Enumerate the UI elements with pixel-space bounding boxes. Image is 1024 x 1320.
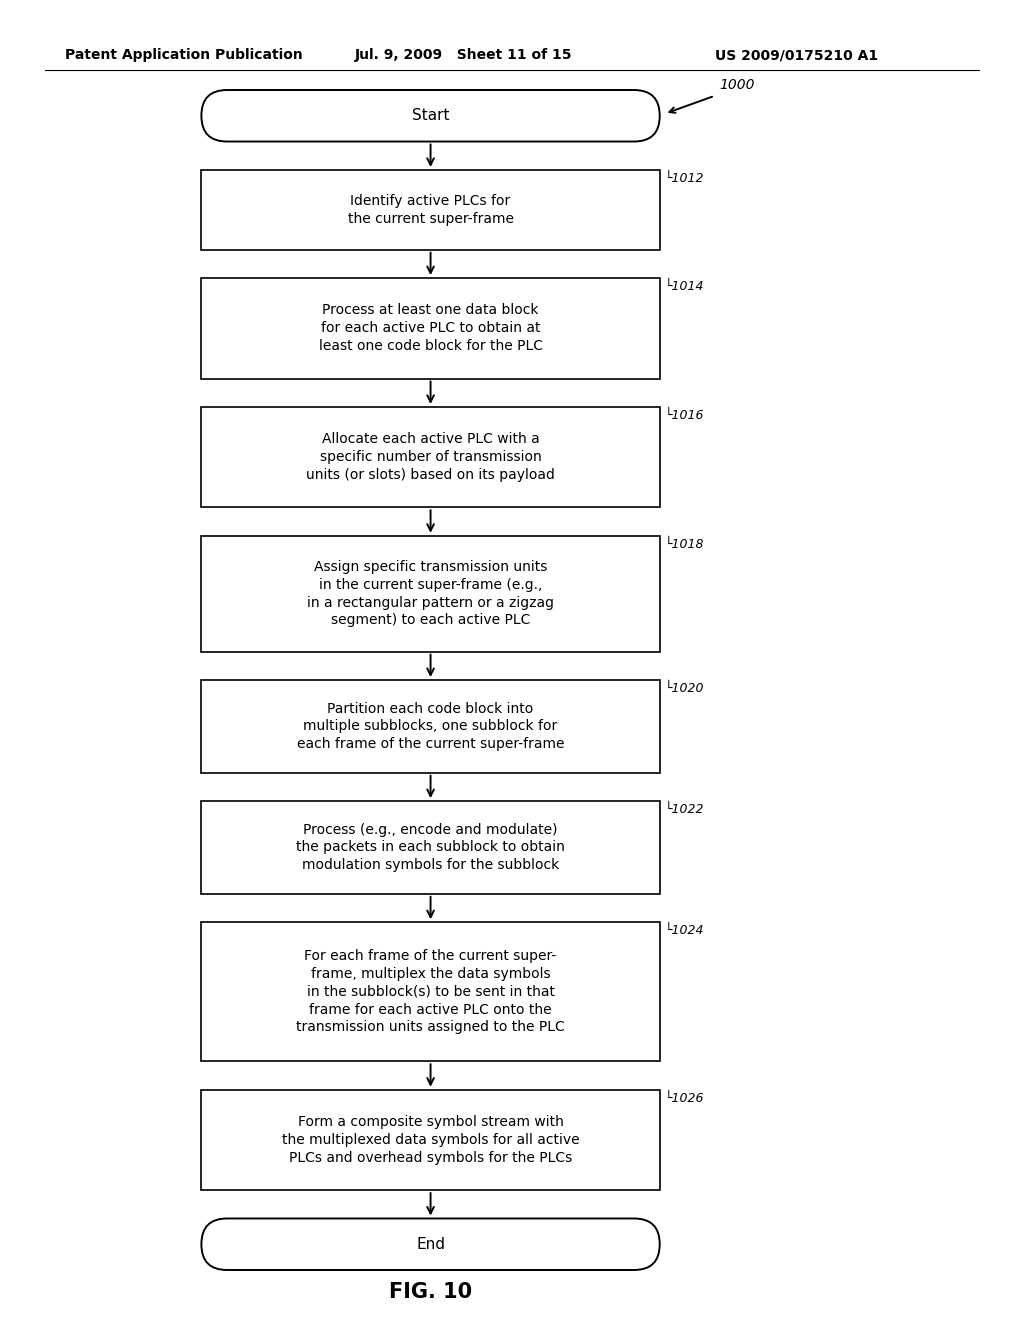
FancyBboxPatch shape xyxy=(202,279,659,379)
FancyBboxPatch shape xyxy=(202,170,659,249)
Text: Start: Start xyxy=(412,108,450,123)
Text: Process (e.g., encode and modulate)
the packets in each subblock to obtain
modul: Process (e.g., encode and modulate) the … xyxy=(296,822,565,873)
Text: └1018: └1018 xyxy=(665,537,705,550)
Text: Form a composite symbol stream with
the multiplexed data symbols for all active
: Form a composite symbol stream with the … xyxy=(282,1115,580,1164)
FancyBboxPatch shape xyxy=(202,1218,659,1270)
Text: Patent Application Publication: Patent Application Publication xyxy=(65,48,303,62)
FancyBboxPatch shape xyxy=(202,801,659,894)
Text: └1014: └1014 xyxy=(665,280,705,293)
Text: └1012: └1012 xyxy=(665,172,705,185)
Text: └1016: └1016 xyxy=(665,409,705,422)
Text: Partition each code block into
multiple subblocks, one subblock for
each frame o: Partition each code block into multiple … xyxy=(297,701,564,751)
FancyBboxPatch shape xyxy=(202,536,659,652)
Text: 1000: 1000 xyxy=(720,78,756,92)
Text: Jul. 9, 2009   Sheet 11 of 15: Jul. 9, 2009 Sheet 11 of 15 xyxy=(355,48,572,62)
Text: Process at least one data block
for each active PLC to obtain at
least one code : Process at least one data block for each… xyxy=(318,304,543,354)
FancyBboxPatch shape xyxy=(202,90,659,141)
Text: End: End xyxy=(416,1237,445,1251)
FancyBboxPatch shape xyxy=(202,407,659,507)
Text: For each frame of the current super-
frame, multiplex the data symbols
in the su: For each frame of the current super- fra… xyxy=(296,949,565,1035)
Text: └1022: └1022 xyxy=(665,803,705,816)
FancyBboxPatch shape xyxy=(202,923,659,1061)
Text: Allocate each active PLC with a
specific number of transmission
units (or slots): Allocate each active PLC with a specific… xyxy=(306,432,555,482)
Text: Assign specific transmission units
in the current super-frame (e.g.,
in a rectan: Assign specific transmission units in th… xyxy=(307,560,554,627)
FancyBboxPatch shape xyxy=(202,1089,659,1191)
Text: FIG. 10: FIG. 10 xyxy=(389,1282,472,1302)
Text: └1020: └1020 xyxy=(665,682,705,696)
Text: └1024: └1024 xyxy=(665,924,705,937)
Text: Identify active PLCs for
the current super-frame: Identify active PLCs for the current sup… xyxy=(347,194,514,226)
FancyBboxPatch shape xyxy=(202,680,659,772)
Text: US 2009/0175210 A1: US 2009/0175210 A1 xyxy=(715,48,879,62)
Text: └1026: └1026 xyxy=(665,1092,705,1105)
